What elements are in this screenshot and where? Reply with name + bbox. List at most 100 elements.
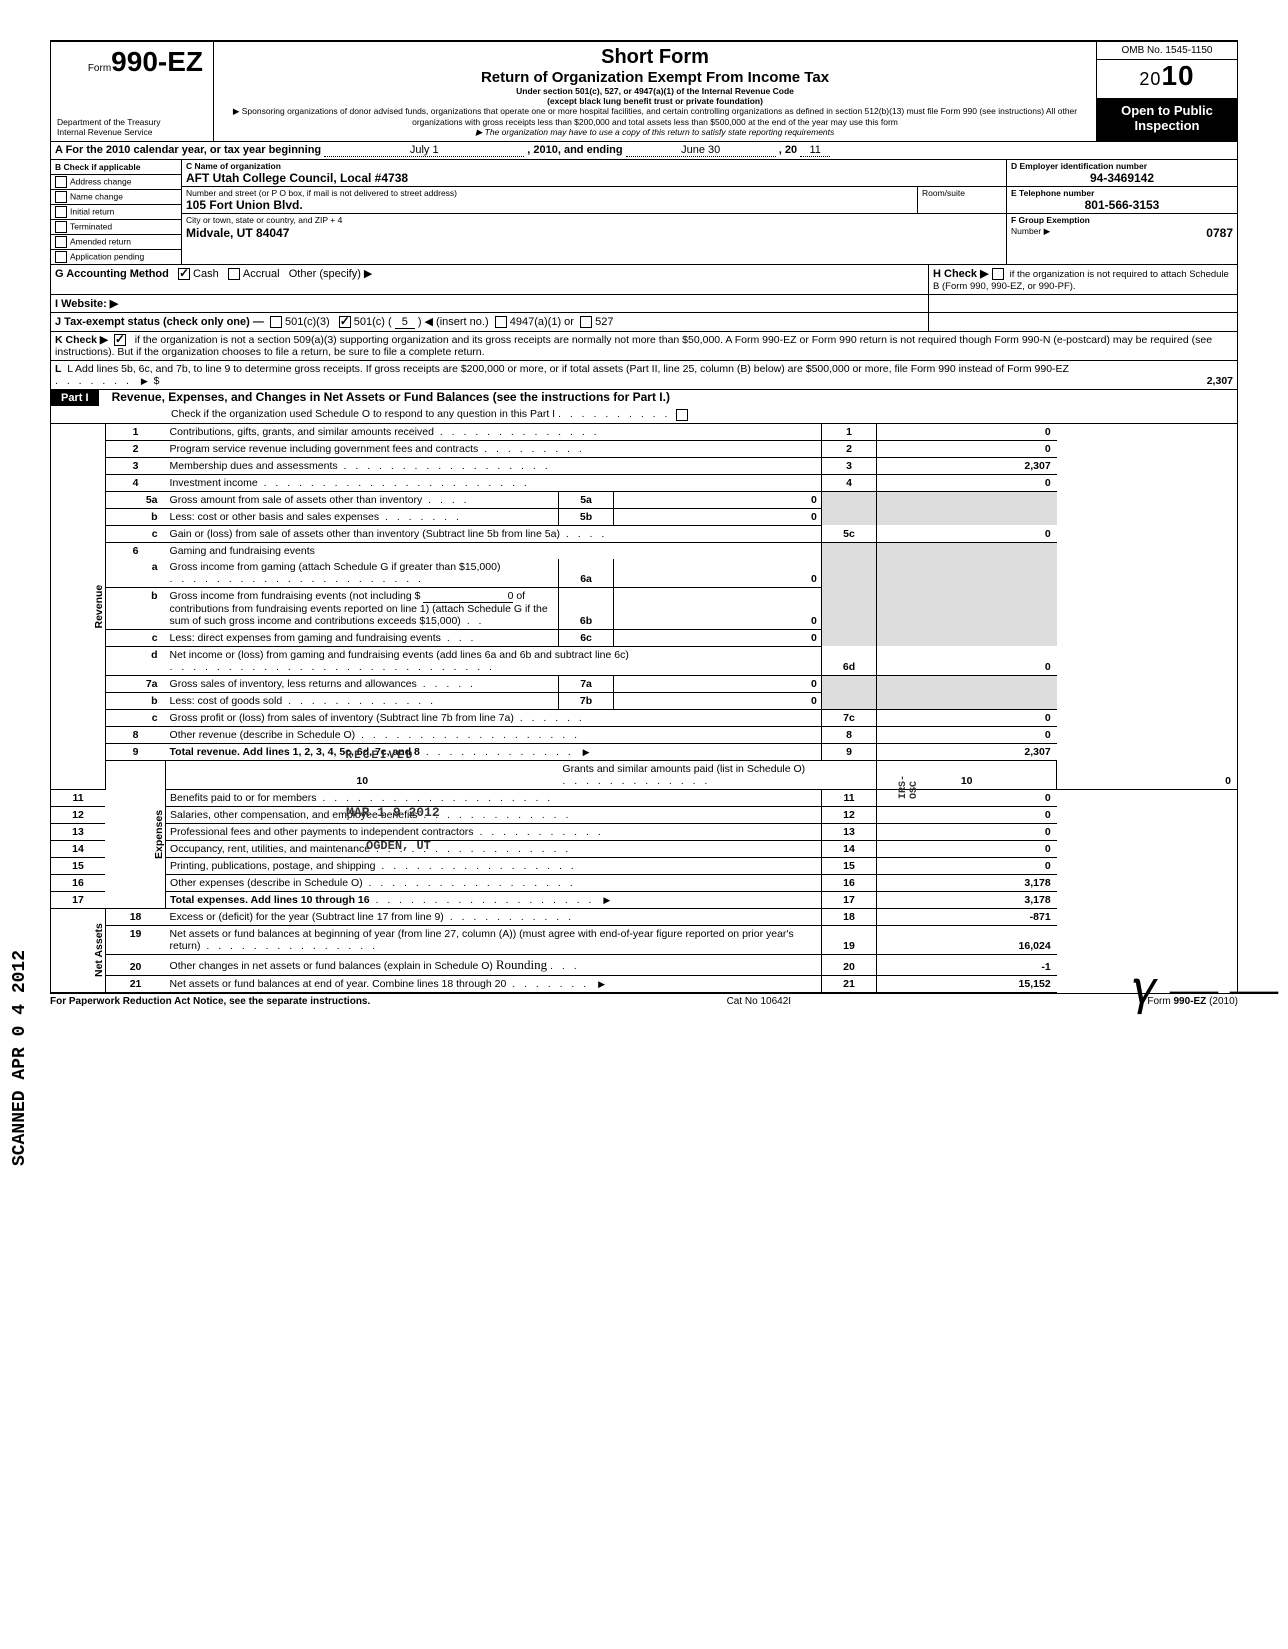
- cb-501c3[interactable]: [270, 316, 282, 328]
- cb-address-change[interactable]: [55, 176, 67, 188]
- line20-val: -1: [877, 954, 1057, 975]
- cb-accrual[interactable]: [228, 268, 240, 280]
- a-mid: , 2010, and ending: [527, 144, 622, 156]
- cb-schedule-b[interactable]: [992, 268, 1004, 280]
- line7a-text: Gross sales of inventory, less returns a…: [170, 678, 417, 690]
- line5a-text: Gross amount from sale of assets other t…: [170, 494, 423, 506]
- row-a-tax-year: A For the 2010 calendar year, or tax yea…: [50, 142, 1238, 160]
- opt-501c: 501(c) (: [354, 316, 392, 328]
- line5c-text: Gain or (loss) from sale of assets other…: [170, 528, 560, 540]
- g-label: G Accounting Method: [55, 268, 169, 280]
- line18-text: Excess or (deficit) for the year (Subtra…: [170, 911, 444, 923]
- year-main: 10: [1161, 60, 1194, 91]
- cb-name-change[interactable]: [55, 191, 67, 203]
- 501c-suffix: ) ◀ (insert no.): [418, 316, 489, 328]
- line11-val: 0: [877, 789, 1057, 806]
- form-label: Form: [88, 63, 111, 74]
- cb-schedule-o[interactable]: [676, 409, 688, 421]
- cb-cash[interactable]: [178, 268, 190, 280]
- row-g-h: G Accounting Method Cash Accrual Other (…: [50, 264, 1238, 295]
- form-number: 990-EZ: [111, 46, 207, 78]
- cb-4947[interactable]: [495, 316, 507, 328]
- line6c-text: Less: direct expenses from gaming and fu…: [170, 632, 441, 644]
- line19-val: 16,024: [877, 925, 1057, 954]
- opt-address-change: Address change: [70, 176, 131, 186]
- row-k: K Check ▶ if the organization is not a s…: [50, 332, 1238, 361]
- c-name-label: C Name of organization: [186, 161, 1002, 171]
- line6d-val: 0: [877, 646, 1057, 675]
- line2-val: 0: [877, 440, 1057, 457]
- cb-terminated[interactable]: [55, 221, 67, 233]
- line9-val: 2,307: [877, 743, 1057, 760]
- opt-pending: Application pending: [70, 251, 144, 261]
- c-city-label: City or town, state or country, and ZIP …: [186, 215, 1002, 225]
- line12-text: Salaries, other compensation, and employ…: [170, 809, 417, 821]
- year-prefix: 20: [1139, 69, 1161, 89]
- line14-val: 0: [877, 840, 1057, 857]
- opt-accrual: Accrual: [243, 268, 280, 280]
- cb-pending[interactable]: [55, 251, 67, 263]
- c-street-label: Number and street (or P O box, if mail i…: [186, 188, 913, 198]
- l-amount: 2,307: [1123, 375, 1233, 387]
- cb-initial-return[interactable]: [55, 206, 67, 218]
- line6c-val: 0: [614, 629, 822, 646]
- opt-527: 527: [595, 316, 613, 328]
- line6a-val: 0: [614, 559, 822, 588]
- phone: 801-566-3153: [1011, 198, 1233, 212]
- line21-val: 15,152: [877, 975, 1057, 992]
- k-text: if the organization is not a section 509…: [55, 334, 1212, 358]
- line7c-text: Gross profit or (loss) from sales of inv…: [170, 712, 514, 724]
- part1-table: Revenue 1 Contributions, gifts, grants, …: [50, 424, 1238, 993]
- line7b-text: Less: cost of goods sold: [170, 695, 283, 707]
- scanned-stamp: SCANNED APR 0 4 2012: [10, 950, 30, 1166]
- opt-501c3: 501(c)(3): [285, 316, 330, 328]
- cb-amended[interactable]: [55, 236, 67, 248]
- line17-text: Total expenses. Add lines 10 through 16: [170, 894, 370, 906]
- row-j: J Tax-exempt status (check only one) — 5…: [50, 313, 1238, 332]
- i-label: I Website: ▶: [55, 298, 118, 310]
- org-street: 105 Fort Union Blvd.: [186, 198, 913, 212]
- row-l: L L Add lines 5b, 6c, and 7b, to line 9 …: [50, 361, 1238, 390]
- k-label: K Check ▶: [55, 334, 108, 346]
- footer-pra: For Paperwork Reduction Act Notice, see …: [50, 996, 370, 1007]
- opt-terminated: Terminated: [70, 221, 112, 231]
- line10-val: 0: [1057, 760, 1238, 789]
- part1-check-text: Check if the organization used Schedule …: [171, 408, 555, 420]
- opt-cash: Cash: [193, 268, 219, 280]
- cb-527[interactable]: [580, 316, 592, 328]
- footer: For Paperwork Reduction Act Notice, see …: [50, 993, 1238, 1007]
- row-i: I Website: ▶: [50, 295, 1238, 313]
- org-name: AFT Utah College Council, Local #4738: [186, 171, 1002, 185]
- part1-title: Revenue, Expenses, and Changes in Net As…: [102, 390, 670, 404]
- a-label: A For the 2010 calendar year, or tax yea…: [55, 144, 321, 156]
- form-header: Form 990-EZ Department of the Treasury I…: [50, 41, 1238, 142]
- org-city: Midvale, UT 84047: [186, 226, 1002, 240]
- d-label: D Employer identification number: [1011, 161, 1233, 171]
- line4-text: Investment income: [170, 477, 258, 489]
- f-num-label: Number ▶: [1011, 226, 1050, 240]
- copy-note: ▶ The organization may have to use a cop…: [220, 127, 1090, 137]
- line13-text: Professional fees and other payments to …: [170, 826, 474, 838]
- line1-text: Contributions, gifts, grants, and simila…: [170, 426, 434, 438]
- cb-501c[interactable]: [339, 316, 351, 328]
- l-text: L Add lines 5b, 6c, and 7b, to line 9 to…: [67, 363, 1069, 375]
- omb-number: OMB No. 1545-1150: [1097, 42, 1237, 60]
- a-suffix: , 20: [779, 144, 797, 156]
- line6b-text: Gross income from fundraising events (no…: [170, 590, 421, 602]
- sponsor-note: ▶ Sponsoring organizations of donor advi…: [220, 106, 1090, 126]
- footer-cat: Cat No 10642I: [727, 996, 792, 1007]
- line14-text: Occupancy, rent, utilities, and maintena…: [170, 843, 370, 855]
- h-label: H Check ▶: [933, 268, 989, 280]
- part1-header: Part I Revenue, Expenses, and Changes in…: [50, 390, 1238, 423]
- tax-year: 2010: [1097, 60, 1237, 92]
- line10-text: Grants and similar amounts paid (list in…: [562, 763, 805, 775]
- line6b-contrib: 0: [423, 590, 513, 603]
- cb-k[interactable]: [114, 334, 126, 346]
- line15-val: 0: [877, 857, 1057, 874]
- opt-name-change: Name change: [70, 191, 123, 201]
- f-label: F Group Exemption: [1011, 215, 1233, 225]
- line6-text: Gaming and fundraising events: [170, 545, 315, 557]
- irs-label: Internal Revenue Service: [57, 127, 160, 137]
- line1-val: 0: [877, 424, 1057, 441]
- ein: 94-3469142: [1011, 171, 1233, 185]
